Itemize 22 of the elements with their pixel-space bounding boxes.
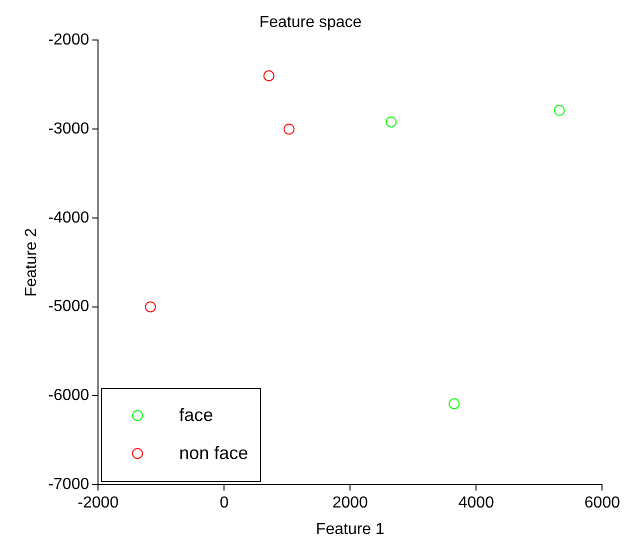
- point: [284, 124, 295, 135]
- point: [144, 301, 156, 312]
- x-axis-title: Feature 1: [316, 520, 385, 538]
- point: [386, 116, 397, 128]
- y-tick-label: -5000: [48, 298, 90, 316]
- point: [554, 104, 565, 116]
- y-tick-label: -6000: [48, 387, 90, 404]
- point: [263, 70, 274, 82]
- x-tick-label: 0: [220, 494, 229, 512]
- y-tick-label: -4000: [48, 209, 90, 226]
- legend-label: face: [179, 405, 214, 426]
- y-tick-label: -3000: [48, 120, 90, 138]
- chart-title: Feature space: [259, 14, 362, 32]
- x-tick-label: 2000: [332, 494, 368, 512]
- y-tick-label: -7000: [48, 476, 90, 494]
- x-tick-label: 6000: [584, 494, 620, 512]
- x-tick-label: -2000: [78, 494, 119, 512]
- legend-label: non face: [179, 443, 248, 464]
- y-axis-title: Feature 2: [23, 228, 40, 297]
- x-tick-label: 4000: [458, 494, 494, 512]
- point: [448, 398, 460, 410]
- y-tick-label: -2000: [48, 32, 90, 49]
